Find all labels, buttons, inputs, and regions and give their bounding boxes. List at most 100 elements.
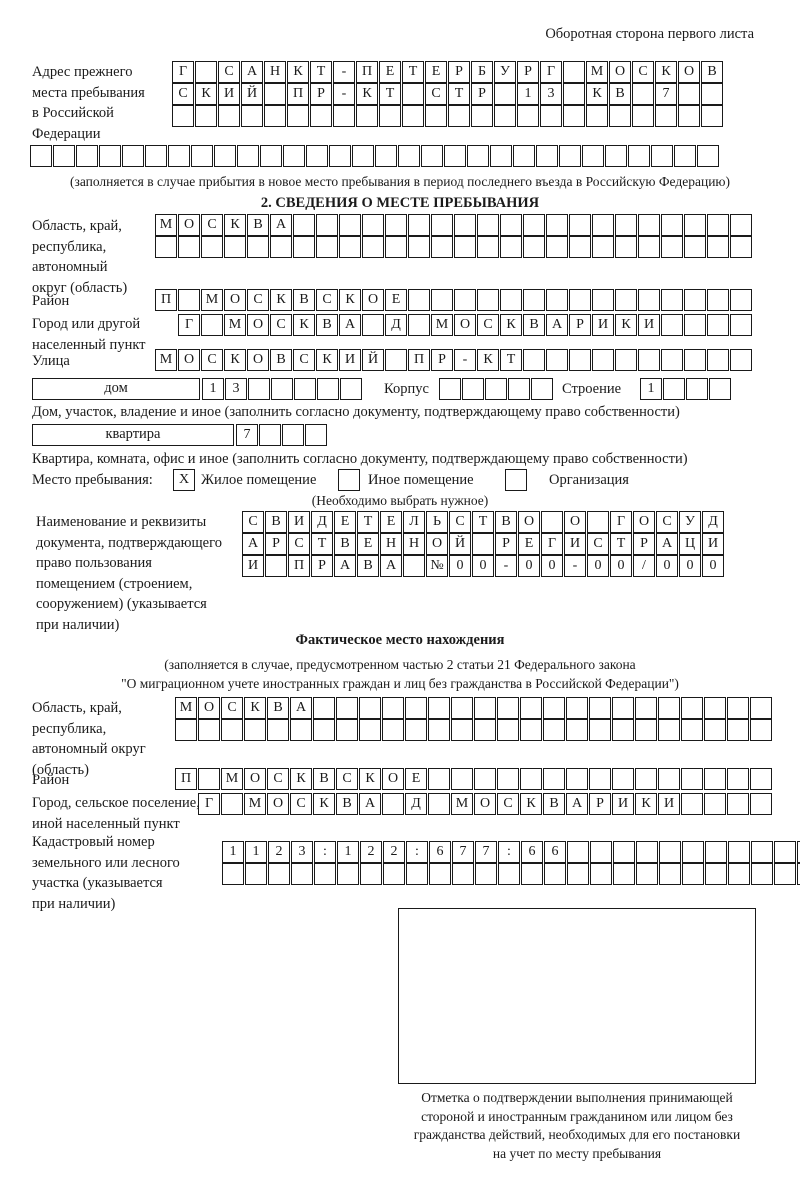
char-cell[interactable]	[728, 841, 750, 863]
char-cell[interactable]: 7	[452, 841, 474, 863]
char-cell[interactable]: А	[566, 793, 588, 815]
char-cell[interactable]: Г	[198, 793, 220, 815]
char-cell[interactable]	[497, 697, 519, 719]
char-cell[interactable]	[569, 349, 591, 371]
char-cell[interactable]	[543, 768, 565, 790]
char-cell[interactable]: 6	[544, 841, 566, 863]
char-cell[interactable]: В	[267, 697, 289, 719]
char-cell[interactable]	[508, 378, 530, 400]
char-cell[interactable]: С	[290, 793, 312, 815]
char-cell[interactable]: М	[201, 289, 223, 311]
char-cell[interactable]: Й	[449, 533, 471, 555]
char-cell[interactable]: С	[247, 289, 269, 311]
char-cell[interactable]: О	[518, 511, 540, 533]
char-cell[interactable]	[198, 719, 220, 741]
char-cell[interactable]	[661, 214, 683, 236]
char-cell[interactable]: Т	[311, 533, 333, 555]
char-cell[interactable]: Г	[610, 511, 632, 533]
char-cell[interactable]: О	[474, 793, 496, 815]
char-cell[interactable]	[684, 214, 706, 236]
char-cell[interactable]: Д	[702, 511, 724, 533]
char-cell[interactable]	[628, 145, 650, 167]
char-cell[interactable]	[294, 378, 316, 400]
char-cell[interactable]	[498, 863, 520, 885]
char-cell[interactable]	[638, 289, 660, 311]
char-cell[interactable]	[224, 236, 246, 258]
char-cell[interactable]: Н	[380, 533, 402, 555]
char-cell[interactable]: К	[316, 349, 338, 371]
char-cell[interactable]: Р	[311, 555, 333, 577]
char-cell[interactable]: Н	[264, 61, 286, 83]
char-cell[interactable]: И	[242, 555, 264, 577]
char-cell[interactable]	[709, 378, 731, 400]
char-cell[interactable]: С	[221, 697, 243, 719]
char-cell[interactable]: 7	[236, 424, 258, 446]
char-cell[interactable]	[408, 289, 430, 311]
char-cell[interactable]	[247, 236, 269, 258]
char-cell[interactable]: 1	[202, 378, 224, 400]
char-cell[interactable]	[727, 697, 749, 719]
char-cell[interactable]	[658, 697, 680, 719]
char-cell[interactable]: 0	[679, 555, 701, 577]
char-cell[interactable]	[248, 378, 270, 400]
char-cell[interactable]	[546, 349, 568, 371]
char-cell[interactable]	[398, 145, 420, 167]
char-cell[interactable]	[612, 697, 634, 719]
char-cell[interactable]: С	[336, 768, 358, 790]
char-cell[interactable]	[244, 719, 266, 741]
char-cell[interactable]: А	[334, 555, 356, 577]
char-cell[interactable]	[663, 378, 685, 400]
char-cell[interactable]	[452, 863, 474, 885]
char-cell[interactable]	[221, 793, 243, 815]
char-cell[interactable]: В	[265, 511, 287, 533]
char-cell[interactable]: К	[500, 314, 522, 336]
char-cell[interactable]: С	[293, 349, 315, 371]
char-cell[interactable]	[651, 145, 673, 167]
char-cell[interactable]: М	[155, 349, 177, 371]
char-cell[interactable]: О	[633, 511, 655, 533]
char-cell[interactable]	[589, 697, 611, 719]
char-cell[interactable]	[701, 83, 723, 105]
char-cell[interactable]	[521, 863, 543, 885]
char-cell[interactable]	[310, 105, 332, 127]
char-cell[interactable]	[559, 145, 581, 167]
char-cell[interactable]	[612, 768, 634, 790]
char-cell[interactable]: -	[495, 555, 517, 577]
char-cell[interactable]: В	[247, 214, 269, 236]
char-cell[interactable]: Л	[403, 511, 425, 533]
char-cell[interactable]	[490, 145, 512, 167]
char-cell[interactable]	[707, 214, 729, 236]
char-cell[interactable]	[471, 105, 493, 127]
char-cell[interactable]	[265, 555, 287, 577]
char-cell[interactable]: И	[218, 83, 240, 105]
char-cell[interactable]: Б	[471, 61, 493, 83]
char-cell[interactable]	[613, 841, 635, 863]
char-cell[interactable]: У	[494, 61, 516, 83]
char-cell[interactable]	[730, 214, 752, 236]
char-cell[interactable]	[454, 289, 476, 311]
char-cell[interactable]: 0	[472, 555, 494, 577]
char-cell[interactable]: Й	[362, 349, 384, 371]
char-cell[interactable]	[375, 145, 397, 167]
char-cell[interactable]	[403, 555, 425, 577]
char-cell[interactable]	[546, 289, 568, 311]
char-cell[interactable]	[494, 83, 516, 105]
char-cell[interactable]	[517, 105, 539, 127]
char-cell[interactable]: Т	[379, 83, 401, 105]
char-cell[interactable]: Р	[517, 61, 539, 83]
char-cell[interactable]	[707, 314, 729, 336]
char-cell[interactable]	[314, 863, 336, 885]
char-cell[interactable]	[53, 145, 75, 167]
char-cell[interactable]	[635, 719, 657, 741]
char-cell[interactable]: Г	[541, 533, 563, 555]
char-cell[interactable]: Д	[405, 793, 427, 815]
char-cell[interactable]	[613, 863, 635, 885]
char-cell[interactable]: 3	[291, 841, 313, 863]
char-cell[interactable]: К	[293, 314, 315, 336]
char-cell[interactable]: С	[477, 314, 499, 336]
char-cell[interactable]: 0	[702, 555, 724, 577]
char-cell[interactable]: К	[655, 61, 677, 83]
char-cell[interactable]: -	[333, 83, 355, 105]
